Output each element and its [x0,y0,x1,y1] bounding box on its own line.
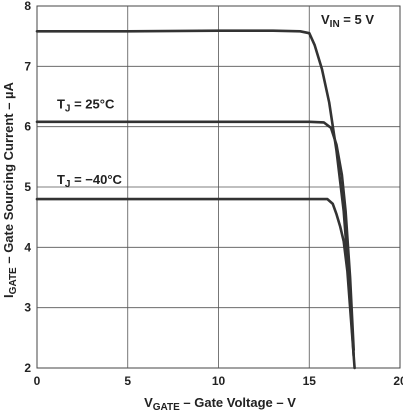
x-tick-label: 15 [303,374,317,388]
series-label-0: TJ = 125°C [42,0,107,3]
y-tick-label: 2 [24,361,31,375]
ticks: 0 5 10 15 20 2 3 4 5 6 7 8 [24,0,403,388]
y-tick-label: 5 [24,180,31,194]
x-tick-label: 10 [212,374,226,388]
series-line-1 [35,120,356,352]
series-label-1: TJ = 25°C [57,97,115,115]
series-lines [35,29,356,370]
y-tick-label: 6 [24,120,31,134]
grid [37,6,400,368]
x-tick-label: 20 [393,374,403,388]
series-labels: TJ = 125°C TJ = 25°C TJ = −40°C [42,0,123,190]
y-axis-label: IGATE – Gate Sourcing Current – µA [1,81,19,297]
x-tick-label: 0 [34,374,41,388]
y-tick-label: 4 [24,240,31,254]
y-tick-label: 7 [24,59,31,73]
series-line-2 [35,197,356,370]
x-axis-label: VGATE – Gate Voltage – V [144,395,296,412]
series-line-0 [35,29,356,358]
vin-annotation: VIN = 5 V [321,12,374,30]
x-tick-label: 5 [124,374,131,388]
y-tick-label: 3 [24,301,31,315]
series-label-2: TJ = −40°C [57,172,123,190]
y-tick-label: 8 [24,0,31,13]
